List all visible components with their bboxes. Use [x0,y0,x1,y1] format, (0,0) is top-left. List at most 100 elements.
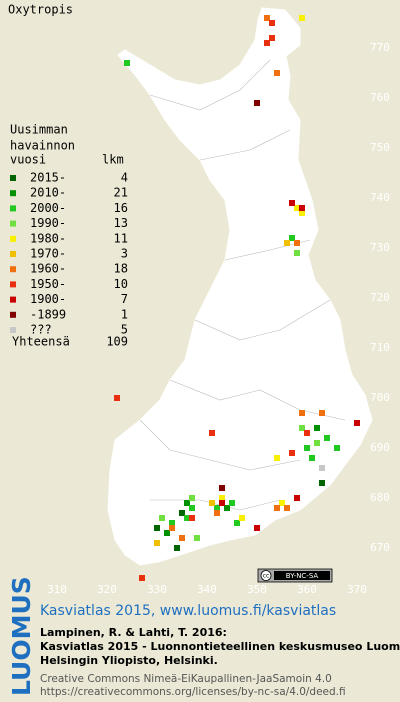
citation: Helsingin Yliopisto, Helsinki. [40,654,218,667]
grid-square [189,515,195,521]
legend-swatch [10,205,16,212]
legend-count: 5 [121,323,128,337]
legend-label: 1990- [30,216,66,230]
grid-square [294,240,300,246]
y-tick-label: 710 [370,341,390,354]
grid-square [314,425,320,431]
legend-label: 1950- [30,277,66,291]
legend-swatch [10,327,16,333]
legend-count: 13 [114,216,128,230]
legend-count: 4 [121,171,128,185]
grid-square [164,530,170,536]
total-count: 109 [106,335,128,349]
grid-square [254,100,260,106]
grid-square [184,515,190,521]
x-tick-label: 320 [97,583,117,596]
grid-square [319,465,325,471]
legend-count: 21 [114,186,128,200]
badge-cc: cc [263,573,270,580]
y-tick-label: 770 [370,41,390,54]
grid-square [274,505,280,511]
grid-square [274,70,280,76]
grid-square [294,205,300,211]
grid-square [179,535,185,541]
grid-square [324,435,330,441]
legend-swatch [10,281,16,288]
footer-bg [0,598,400,702]
x-tick-label: 370 [347,583,367,596]
grid-square [309,455,315,461]
grid-square [124,60,130,66]
grid-square [274,455,280,461]
grid-square [304,430,310,436]
legend-header: Uusimman [10,123,68,137]
grid-square [354,420,360,426]
grid-square [264,40,270,46]
x-tick-label: 310 [47,583,67,596]
legend-swatch [10,220,16,227]
citation: Lampinen, R. & Lahti, T. 2016: [40,626,227,639]
grid-square [334,445,340,451]
y-tick-label: 740 [370,191,390,204]
grid-square [224,505,230,511]
grid-square [254,525,260,531]
legend-label: ??? [30,323,52,337]
legend-label: 1980- [30,231,66,245]
grid-square [299,210,305,216]
grid-square [189,505,195,511]
legend-label: 1970- [30,247,66,261]
grid-square [289,235,295,241]
grid-square [299,15,305,21]
grid-square [209,500,215,506]
grid-square [279,500,285,506]
grid-square [239,515,245,521]
license-text: Creative Commons Nimeä-EiKaupallinen-Jaa… [40,673,332,685]
legend-count: 10 [114,277,128,291]
grid-square [209,430,215,436]
grid-square [319,480,325,486]
grid-square [294,250,300,256]
legend-label: 2010- [30,186,66,200]
legend-label: 2015- [30,171,66,185]
citation: Kasviatlas 2015 - Luonnontieteellinen ke… [40,640,400,653]
y-tick-label: 730 [370,241,390,254]
grid-square [229,500,235,506]
region-borders [139,59,346,511]
legend-swatch [10,235,16,242]
y-tick-label: 690 [370,441,390,454]
license-badge: cc BY-NC-SA [257,568,333,583]
count-header: lkm [102,153,124,167]
grid-square [154,525,160,531]
legend-label: 1960- [30,262,66,276]
legend-swatch [10,296,16,303]
x-tick-label: 340 [197,583,217,596]
legend-count: 16 [114,201,128,215]
grid-square [194,535,200,541]
grid-square [114,395,120,401]
grid-square [269,20,275,26]
grid-square [269,35,275,41]
logo: LUOMUS [7,576,36,696]
legend-count: 1 [121,307,128,321]
grid-square [304,445,310,451]
grid-square [184,500,190,506]
legend-label: -1899 [30,307,66,321]
legend-header: havainnon [10,139,75,153]
grid-square [299,410,305,416]
grid-square [219,500,225,506]
legend-label: 1900- [30,292,66,306]
grid-square [159,515,165,521]
grid-square [294,495,300,501]
legend-swatch [10,175,16,181]
grid-square [179,510,185,516]
legend-count: 3 [121,247,128,261]
x-tick-label: 330 [147,583,167,596]
y-tick-label: 680 [370,491,390,504]
grid-square [284,240,290,246]
total-label: Yhteensä [12,335,70,349]
legend-header: vuosi [10,153,46,167]
grid-square [169,520,175,526]
legend-count: 18 [114,262,128,276]
badge-license: BY-NC-SA [286,572,319,580]
